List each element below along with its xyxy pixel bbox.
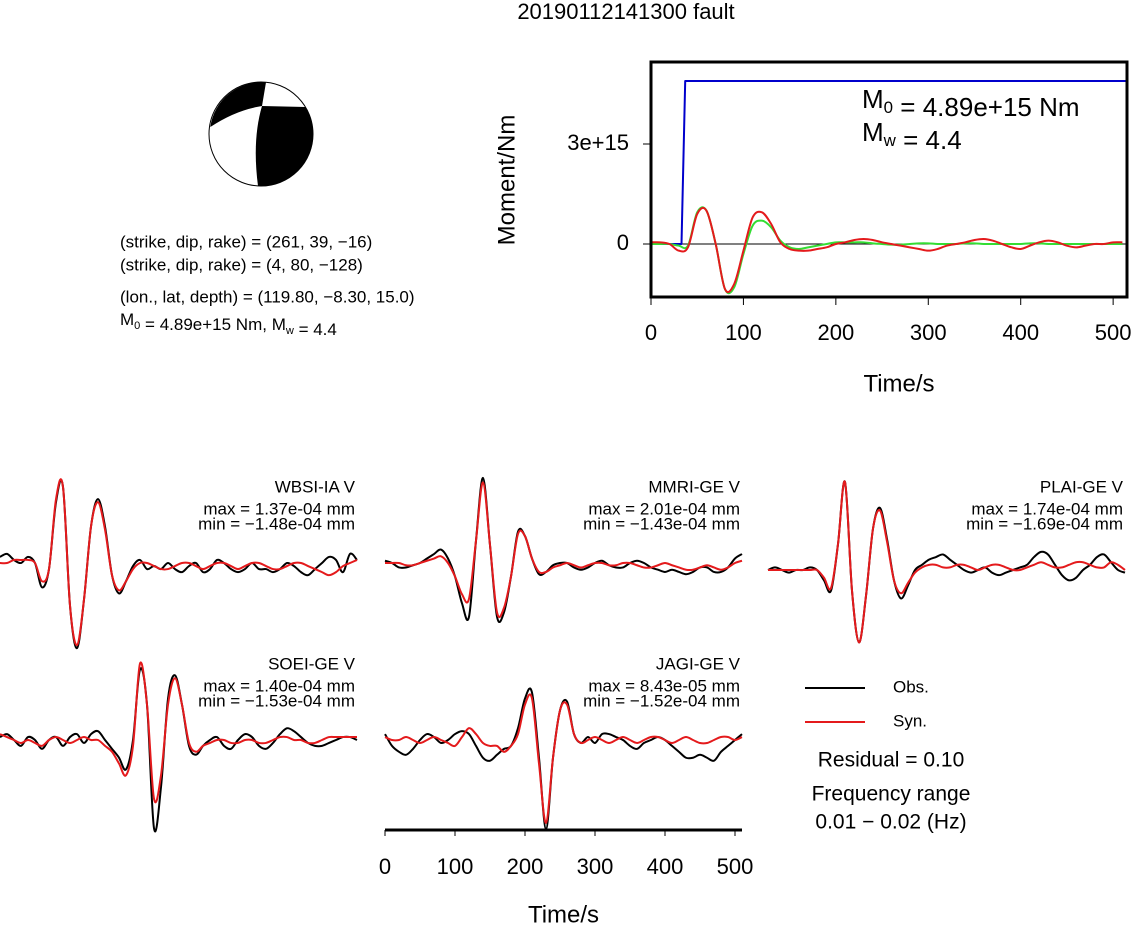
- text-part: = 4.89e+15 Nm: [893, 92, 1079, 122]
- station-max: max = 2.01e-04 mm: [588, 499, 740, 518]
- x-tick-label: 200: [817, 320, 854, 345]
- text-part: M: [862, 84, 884, 114]
- annotation: M0 = 4.89e+15 Nm: [862, 84, 1080, 122]
- x-tick-label: 100: [437, 854, 474, 879]
- x-tick-label: 0: [645, 320, 657, 345]
- syn-trace: [768, 480, 1126, 644]
- y-axis-label: Moment/Nm: [493, 115, 520, 246]
- frequency-range: Frequency range: [812, 783, 971, 806]
- station-max: max = 1.74e-04 mm: [971, 499, 1123, 518]
- residual: Residual = 0.10: [818, 749, 965, 772]
- mechanism-summary: M0 = 4.89e+15 Nm, Mw = 4.4: [120, 310, 337, 339]
- moment-line: [650, 206, 1123, 294]
- x-tick-label: 400: [1002, 320, 1039, 345]
- text-part: = 4.4: [294, 321, 337, 340]
- x-tick-label: 500: [717, 854, 754, 879]
- station-name: JAGI-GE V: [656, 654, 741, 673]
- mechanism-text: (lon., lat, depth) = (119.80, −8.30, 15.…: [120, 287, 415, 306]
- x-tick-label: 300: [910, 320, 947, 345]
- subscript: 0: [134, 320, 140, 332]
- y-tick-label: 3e+15: [567, 130, 629, 155]
- x-tick-label: 0: [379, 854, 391, 879]
- text-part: = 4.4: [896, 125, 962, 155]
- plot-frame: [649, 60, 1129, 299]
- syn-trace: [384, 481, 743, 619]
- station-name: SOEI-GE V: [268, 654, 356, 673]
- frequency-range: 0.01 − 0.02 (Hz): [815, 811, 966, 834]
- x-tick-label: 200: [507, 854, 544, 879]
- text-part: = 4.89e+15 Nm, M: [140, 316, 286, 335]
- text-part: M: [120, 310, 134, 329]
- subscript: w: [285, 325, 294, 337]
- beachball: [208, 81, 314, 187]
- x-tick-label: 300: [577, 854, 614, 879]
- mechanism-text: (strike, dip, rake) = (261, 39, −16): [120, 232, 372, 251]
- station-min: min = −1.43e-04 mm: [583, 514, 740, 533]
- x-tick-label: 500: [1095, 320, 1132, 345]
- station-max: max = 1.40e-04 mm: [203, 676, 355, 695]
- x-axis-label: Time/s: [528, 901, 599, 927]
- mechanism-text: (strike, dip, rake) = (4, 80, −128): [120, 255, 363, 274]
- subscript: 0: [884, 98, 893, 117]
- syn-trace: [384, 693, 743, 824]
- station-min: min = −1.69e-04 mm: [966, 514, 1123, 533]
- station-max: max = 8.43e-05 mm: [588, 676, 740, 695]
- x-axis-label: Time/s: [863, 370, 934, 397]
- syn-trace: [0, 661, 357, 804]
- station-name: WBSI-IA V: [275, 477, 356, 496]
- station-name: MMRI-GE V: [648, 477, 740, 496]
- legend-label: Syn.: [893, 711, 927, 730]
- annotation: Mw = 4.4: [862, 117, 962, 155]
- obs-trace: [0, 667, 358, 833]
- subscript: w: [883, 131, 897, 150]
- x-tick-label: 100: [725, 320, 762, 345]
- text-part: M: [862, 117, 884, 147]
- station-name: PLAI-GE V: [1040, 477, 1124, 496]
- beachball-compression: [255, 106, 314, 187]
- station-min: min = −1.53e-04 mm: [198, 691, 355, 710]
- x-tick-label: 400: [647, 854, 684, 879]
- syn-trace: [0, 478, 358, 647]
- y-tick-label: 0: [617, 230, 629, 255]
- station-min: min = −1.48e-04 mm: [198, 514, 355, 533]
- station-min: min = −1.52e-04 mm: [583, 691, 740, 710]
- legend-label: Obs.: [893, 677, 929, 696]
- figure-title: 20190112141300 fault: [517, 0, 734, 24]
- moment-line: [651, 206, 1123, 295]
- obs-trace: [767, 480, 1126, 644]
- station-max: max = 1.37e-04 mm: [203, 499, 355, 518]
- beachball-compression: [210, 82, 266, 127]
- obs-trace: [384, 476, 743, 624]
